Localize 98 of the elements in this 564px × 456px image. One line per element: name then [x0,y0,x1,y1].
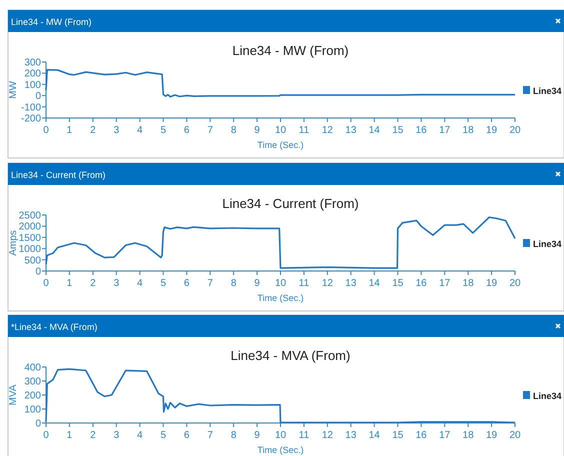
x-tick-label: 19 [486,278,498,289]
y-tick-label: 2000 [18,222,42,233]
x-tick-label: 15 [392,125,404,136]
x-tick-label: 16 [416,430,428,441]
x-tick-label: 7 [207,125,214,136]
x-tick-label: 6 [184,430,190,441]
x-tick-label: 20 [509,125,521,136]
x-tick-label: 0 [43,278,50,289]
y-tick-label: 0 [35,266,42,278]
x-tick-label: 8 [230,278,237,289]
y-tick-label: 1500 [18,232,42,244]
y-tick-label: -100 [20,102,42,114]
x-tick-label: 18 [462,430,474,441]
x-tick-label: 9 [254,278,260,289]
x-tick-label: 8 [230,430,237,441]
y-tick-label: -200 [20,114,42,124]
x-tick-label: 14 [368,278,380,289]
chart-title: Line34 - MVA (From) [230,348,350,363]
legend-label: Line34 [533,391,562,401]
y-tick-label: 0 [35,418,42,430]
y-axis-title: MVA [8,384,19,406]
x-tick-label: 1 [66,125,73,136]
x-tick-label: 1 [66,430,73,441]
line-series [45,216,516,269]
x-tick-label: 2 [90,125,96,136]
x-tick-label: 14 [368,125,380,136]
x-tick-label: 20 [509,278,521,289]
x-tick-label: 4 [137,125,144,136]
x-tick-label: 6 [184,278,190,289]
x-tick-label: 6 [184,125,190,136]
y-tick-label: 400 [24,362,42,374]
x-axis-title: Time (Sec.) [257,445,304,455]
x-tick-label: 17 [439,125,451,136]
x-tick-label: 12 [322,430,334,441]
chart-subtitle: Line34 - Current (From) [11,170,106,180]
x-tick-label: 11 [298,125,310,136]
x-tick-label: 5 [160,278,166,289]
y-axis-title: Amps [8,230,19,256]
x-tick-label: 10 [274,278,286,289]
x-tick-label: 20 [509,430,521,441]
legend-label: Line34 [533,239,562,249]
x-tick-label: 14 [368,430,380,441]
x-tick-label: 2 [90,278,96,289]
x-tick-label: 0 [43,430,50,441]
x-tick-label: 7 [207,430,214,441]
x-tick-label: 16 [416,278,428,289]
y-tick-label: 500 [24,255,42,266]
x-tick-label: 18 [462,125,474,136]
line-series [45,368,516,424]
x-tick-label: 12 [322,125,334,136]
x-tick-label: 5 [160,125,166,136]
x-tick-label: 16 [416,125,428,136]
x-tick-label: 1 [66,278,73,289]
x-tick-label: 19 [486,430,498,441]
x-tick-label: 5 [160,430,166,441]
x-tick-label: 12 [322,278,334,289]
x-tick-label: 8 [230,125,237,136]
x-tick-label: 4 [137,278,144,289]
x-tick-label: 10 [274,430,286,441]
chart-subtitle: Line34 - MW (From) [11,17,92,27]
x-tick-label: 3 [114,125,120,136]
x-tick-label: 3 [114,430,120,441]
x-tick-label: 11 [298,278,310,289]
legend-label: Line34 [533,86,562,96]
x-tick-label: 17 [439,430,451,441]
x-tick-label: 15 [392,430,404,441]
x-tick-label: 3 [114,278,120,289]
x-tick-label: 13 [345,430,357,441]
y-tick-label: 300 [24,58,42,68]
y-axis-title: MW [8,80,19,99]
y-tick-label: 100 [24,404,42,416]
x-tick-label: 13 [345,278,357,289]
chart-title: Line34 - MW (From) [232,43,349,58]
line-series [45,69,516,98]
x-tick-label: 15 [392,278,404,289]
x-tick-label: 2 [90,430,96,441]
x-tick-label: 11 [298,430,310,441]
chart-title: Line34 - Current (From) [222,196,359,211]
y-tick-label: 200 [24,68,42,80]
x-tick-label: 19 [486,125,498,136]
y-tick-label: 1000 [18,244,42,256]
x-tick-label: 9 [254,125,260,136]
x-axis-title: Time (Sec.) [257,140,304,150]
x-tick-label: 17 [439,278,451,289]
y-tick-label: 0 [35,91,42,102]
x-tick-label: 18 [462,278,474,289]
x-tick-label: 9 [254,430,260,441]
chart-subtitle: *Line34 - MVA (From) [11,322,98,332]
y-tick-label: 100 [24,80,42,91]
y-tick-label: 300 [24,376,42,388]
x-tick-label: 13 [345,125,357,136]
y-tick-label: 2500 [18,210,42,222]
x-tick-label: 10 [274,125,286,136]
x-tick-label: 7 [207,278,214,289]
x-tick-label: 0 [43,125,50,136]
y-tick-label: 200 [24,390,42,402]
x-tick-label: 4 [137,430,144,441]
x-axis-title: Time (Sec.) [257,293,304,303]
